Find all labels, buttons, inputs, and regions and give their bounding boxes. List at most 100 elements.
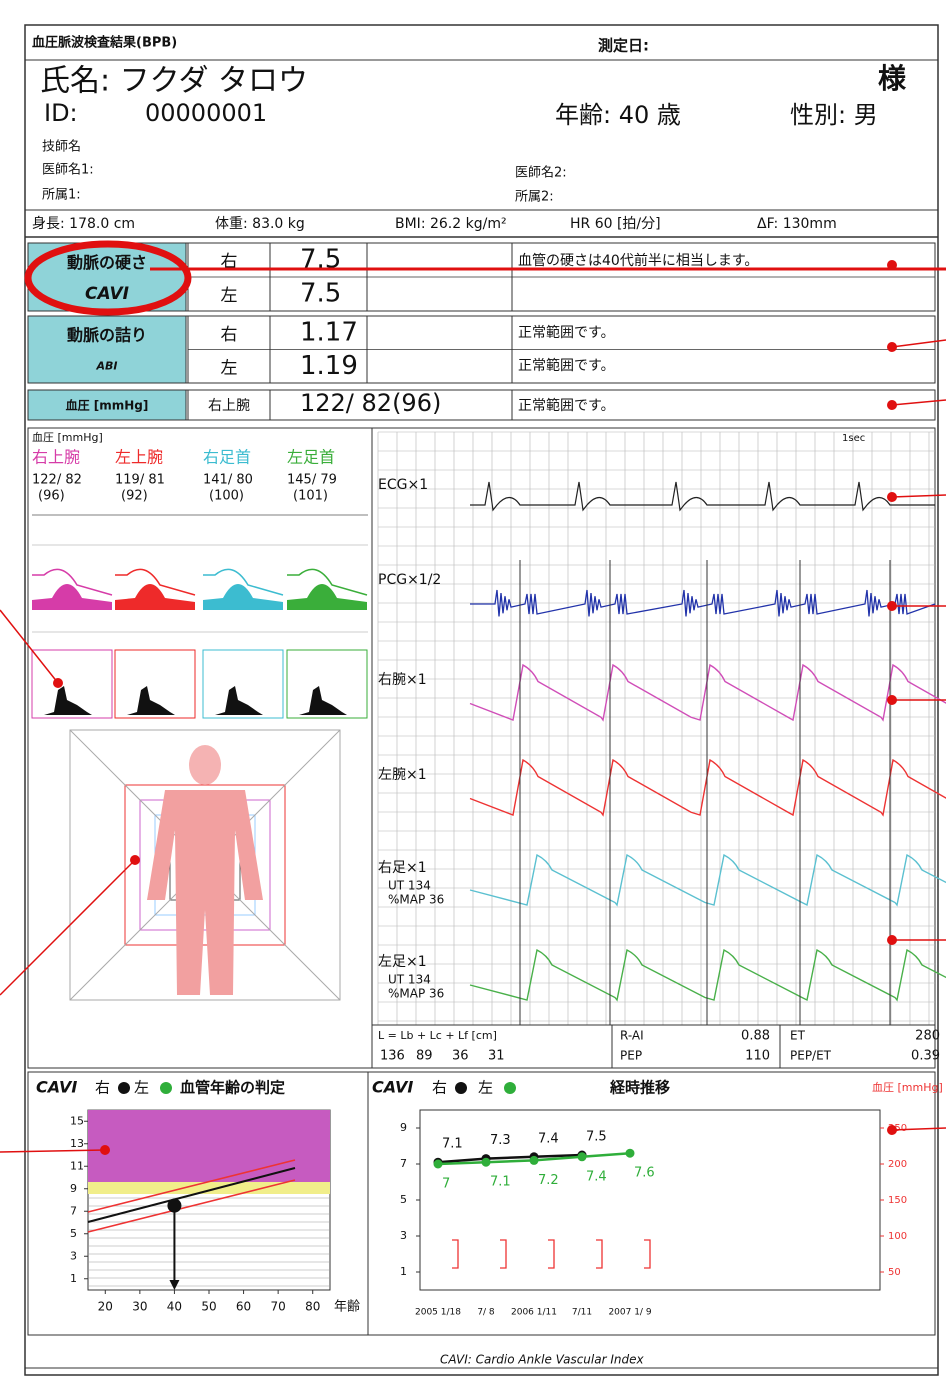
- x-tick-label: 80: [305, 1300, 320, 1314]
- channel-label: 左足×1: [378, 954, 427, 970]
- y-tick-label: 7: [70, 1204, 77, 1217]
- zone-high: [88, 1110, 330, 1182]
- x-tick-label: 30: [132, 1300, 147, 1314]
- index-name: PEP: [620, 1049, 642, 1063]
- value-label: 7.5: [586, 1130, 607, 1145]
- side: 左: [221, 358, 238, 378]
- y-tick-label: 1: [70, 1272, 77, 1285]
- index-value: 0.88: [741, 1029, 770, 1044]
- legend-dot: [118, 1082, 130, 1094]
- legend-dot: [160, 1082, 172, 1094]
- legend-right: 右: [95, 1079, 110, 1097]
- measurement: HR 60 [拍/分]: [570, 216, 661, 232]
- index-name: PEP/ET: [790, 1049, 832, 1063]
- page: { "header": {"title": "血圧脈波検査結果(BPB)", "…: [0, 0, 946, 1386]
- report-title: 血圧脈波検査結果(BPB): [32, 35, 177, 51]
- callout-dot: [887, 260, 897, 270]
- limb-value: 119/ 81: [115, 473, 165, 488]
- chart-label: CAVI: [372, 1078, 413, 1097]
- result-value: 1.19: [300, 351, 358, 381]
- dept: 所属2:: [515, 190, 554, 205]
- x-tick-label: 60: [236, 1300, 251, 1314]
- site: 右上腕: [208, 398, 250, 414]
- side: 右: [221, 325, 238, 345]
- callout-dot: [130, 855, 140, 865]
- age: 年齢: 40 歳: [555, 101, 681, 129]
- x-tick-label: 7/11: [572, 1308, 592, 1318]
- leg-param: UT 134: [388, 973, 431, 987]
- callout-dot: [887, 601, 897, 611]
- honorific: 様: [878, 62, 907, 95]
- limb-name: 右上腕: [32, 448, 80, 467]
- result-label: 動脈の硬さ: [67, 253, 147, 272]
- x-tick-label: 2007 1/ 9: [608, 1308, 651, 1318]
- result-label: 動脈の詰り: [67, 326, 147, 345]
- trend-point: [530, 1156, 539, 1165]
- measurement: ΔF: 130mm: [757, 216, 837, 232]
- y2-tick-label: 150: [888, 1195, 907, 1206]
- length-value: 31: [488, 1049, 505, 1064]
- result-value: 7.5: [300, 279, 341, 309]
- legend-left: 左: [478, 1079, 493, 1097]
- x-tick-label: 7/ 8: [477, 1308, 495, 1318]
- sex: 性別: 男: [790, 101, 878, 129]
- measurement: BMI: 26.2 kg/m²: [395, 216, 507, 232]
- x-tick-label: 2006 1/11: [511, 1308, 557, 1318]
- y2-tick-label: 100: [888, 1231, 907, 1242]
- y-tick-label: 3: [400, 1229, 407, 1242]
- x-tick-label: 70: [271, 1300, 286, 1314]
- y-tick-label: 1: [400, 1265, 407, 1278]
- length-value: 36: [452, 1049, 469, 1064]
- legend-dot: [504, 1082, 516, 1094]
- footer-note: CAVI: Cardio Ankle Vascular Index: [440, 1353, 644, 1367]
- technician: 技師名: [42, 139, 81, 155]
- value-label: 7.4: [586, 1169, 607, 1184]
- value-label: 7.4: [538, 1131, 559, 1146]
- zone-mid: [88, 1182, 330, 1194]
- time-label: 1sec: [842, 433, 865, 444]
- length-header: L = Lb + Lc + Lf [cm]: [378, 1029, 497, 1042]
- callout-dot: [53, 678, 63, 688]
- y-tick-label: 9: [70, 1182, 77, 1195]
- leg-param: UT 134: [388, 879, 431, 893]
- comment: 正常範囲です。: [518, 397, 615, 414]
- index-name: ET: [790, 1029, 806, 1043]
- y-tick-label: 3: [70, 1249, 77, 1262]
- index-value: 280: [915, 1029, 940, 1044]
- channel-label: 右足×1: [378, 860, 427, 876]
- result-value: 122/ 82(96): [300, 389, 441, 417]
- callout-dot: [887, 695, 897, 705]
- channel-label: ECG×1: [378, 477, 428, 493]
- limb-name: 左上腕: [115, 448, 163, 467]
- body-head: [189, 745, 221, 785]
- result-value: 1.17: [300, 317, 358, 347]
- patient-id: 00000001: [145, 99, 267, 127]
- y-tick-label: 9: [400, 1121, 407, 1134]
- x-tick-label: 50: [201, 1300, 216, 1314]
- length-value: 89: [416, 1049, 433, 1064]
- y2-tick-label: 200: [888, 1159, 907, 1170]
- trend-point: [482, 1158, 491, 1167]
- cavi-point: [167, 1199, 181, 1213]
- limb-value: 145/ 79: [287, 473, 337, 488]
- date-label: 測定日:: [598, 37, 649, 55]
- x-tick-label: 2005 1/18: [415, 1308, 461, 1318]
- index-value: 110: [745, 1049, 770, 1064]
- patient-name: 氏名: フクダ タロウ: [40, 64, 308, 99]
- channel-label: PCG×1/2: [378, 572, 441, 588]
- x-axis-label: 年齢: [334, 1300, 360, 1315]
- limb-value: 122/ 82: [32, 473, 82, 488]
- y-tick-label: 5: [400, 1193, 407, 1206]
- callout-dot: [100, 1145, 110, 1155]
- leg-param: %MAP 36: [388, 987, 444, 1001]
- measurement: 身長: 178.0 cm: [32, 216, 135, 232]
- value-label: 7.1: [442, 1137, 463, 1152]
- callout-dot: [887, 400, 897, 410]
- value-label: 7.1: [490, 1175, 511, 1190]
- limb-mean: (101): [293, 489, 328, 504]
- value-label: 7.6: [634, 1166, 655, 1181]
- trend-point: [626, 1149, 635, 1158]
- chart-label: CAVI: [36, 1078, 77, 1097]
- channel-label: 右腕×1: [378, 672, 427, 688]
- dept: 所属1:: [42, 188, 81, 203]
